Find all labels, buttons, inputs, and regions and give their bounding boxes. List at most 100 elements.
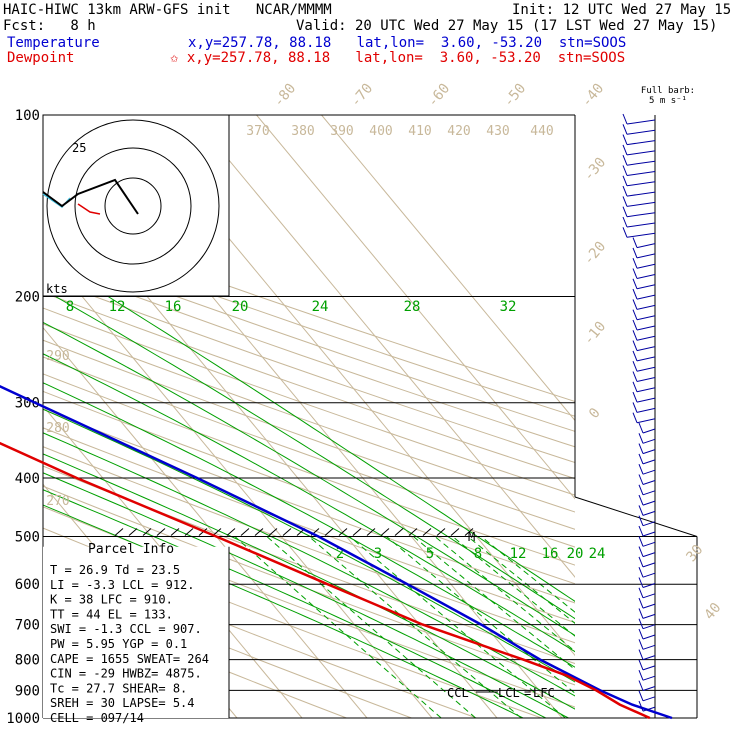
wind-barb-flag — [638, 649, 644, 660]
isotherm-lines — [43, 115, 575, 718]
wind-barb — [642, 665, 656, 671]
hodograph-unit-label: kts — [46, 282, 68, 296]
wind-barb-flag — [638, 505, 644, 516]
wind-barb — [642, 541, 656, 547]
wind-barb-flag — [632, 237, 638, 248]
wind-barb-flag — [622, 134, 628, 145]
wind-barb-flag — [632, 340, 638, 351]
wind-barb — [642, 562, 656, 568]
wind-barb — [636, 315, 656, 321]
temperature-legend-info: x,y=257.78, 88.18 lat,lon= 3.60, -53.20 … — [188, 35, 627, 51]
wind-barb-flag — [622, 206, 628, 217]
wind-barb — [642, 531, 656, 537]
wind-barb-flag — [638, 422, 644, 434]
frame-diagonal — [574, 496, 698, 537]
wind-barb-flag — [632, 258, 638, 269]
wind-barb — [626, 150, 656, 156]
wind-barb-flag — [638, 515, 644, 526]
parcel-row: CAPE = 1655 SWEAT= 264 — [50, 652, 209, 666]
pressure-label: 300 — [15, 396, 40, 412]
wind-barb-flag — [638, 690, 644, 701]
parcel-row: Tc = 27.7 SHEAR= 8. — [50, 681, 187, 695]
moist-adiabat-line — [43, 472, 569, 718]
wind-barb — [636, 335, 656, 341]
pressure-label: 600 — [15, 577, 40, 593]
wind-barb-flag — [632, 361, 638, 372]
theta-label: 400 — [369, 124, 392, 139]
dry-adiabat-line — [43, 339, 575, 530]
wind-barb-flag — [632, 309, 638, 320]
hatch-mark — [450, 528, 460, 536]
isotherm-line — [43, 326, 368, 718]
wind-barb — [636, 356, 656, 362]
pressure-label: 500 — [15, 529, 40, 545]
parcel-row: K = 38 LFC = 910. — [50, 593, 173, 607]
wind-barb-flag — [632, 319, 638, 331]
mixing-ratio-line — [234, 536, 442, 718]
dry-adiabat-line — [43, 408, 575, 604]
wind-barb-flag — [638, 567, 644, 578]
mixing-ratio-label: 28 — [404, 299, 421, 315]
dry-adiabat-line — [43, 307, 575, 496]
pressure-label: 800 — [15, 653, 40, 669]
moist-adiabat-line — [43, 453, 575, 710]
parcel-row: LI = -3.3 LCL = 912. — [50, 578, 195, 592]
parcel-row: PW = 5.95 YGP = 0.1 — [50, 637, 187, 651]
wind-barb-flag — [622, 165, 628, 176]
moist-adiabat-line — [43, 489, 547, 718]
wind-barb-flag — [638, 700, 644, 712]
dewpoint-legend-label: Dewpoint — [7, 50, 75, 66]
wind-barb — [636, 407, 656, 413]
hodograph: 25 kts — [42, 114, 230, 297]
hatch-mark — [324, 528, 334, 536]
wind-barb-flag — [632, 268, 638, 279]
mixing-ratio-label: 24 — [589, 546, 606, 562]
wind-barb-flag — [632, 299, 638, 310]
theta-label: 390 — [330, 124, 353, 139]
parcel-row: TT = 44 EL = 133. — [50, 607, 173, 621]
lcl-lfc-equals: = — [524, 686, 531, 700]
dry-adiabat-line — [43, 219, 575, 403]
dry-adiabat-line — [43, 485, 575, 686]
wind-barb — [642, 521, 656, 527]
hodograph-ring — [104, 177, 162, 235]
hodograph-ring-label: 25 — [72, 141, 86, 155]
wind-barb — [642, 459, 656, 465]
hodograph-mid-trace — [77, 203, 101, 215]
hatch-mark — [156, 528, 166, 536]
moist-adiabat-line — [43, 432, 575, 697]
wind-barb — [642, 686, 656, 691]
isotherm-label: -70 — [348, 81, 377, 111]
pressure-label: 1000 — [6, 711, 40, 727]
dry-adiabat-line — [43, 373, 575, 566]
hodograph-box — [42, 114, 230, 297]
wind-barb-flag — [638, 577, 644, 588]
mixing-ratio-line — [413, 536, 575, 671]
wind-barb — [626, 181, 656, 187]
mixing-ratio-line — [467, 536, 575, 624]
parcel-row: CIN = -29 HWBZ= 4875. — [50, 667, 202, 681]
wind-barb-flag — [638, 546, 644, 557]
mixing-ratio-label: 8 — [474, 546, 482, 562]
lcl-label: LCL — [498, 686, 520, 700]
hatch-mark — [254, 528, 264, 536]
dewpoint-legend-info: ✩ x,y=257.78, 88.18 lat,lon= 3.60, -53.2… — [170, 50, 626, 66]
dewpoint-line — [0, 441, 651, 720]
barb-legend-line1: Full barb: — [640, 86, 696, 96]
wind-barb — [642, 696, 656, 702]
wind-barb-flag — [638, 536, 644, 547]
wind-barb-flag — [622, 124, 628, 135]
wind-barb-flag — [632, 278, 638, 289]
mixing-ratio-line — [386, 536, 575, 694]
wind-barb — [626, 212, 656, 218]
isotherm-label: -20 — [581, 239, 610, 269]
wind-barb-flag — [638, 443, 644, 454]
hatch-mark — [114, 528, 124, 536]
wind-barb-flag — [638, 474, 644, 485]
theta-label: 280 — [46, 421, 69, 436]
isotherm-label: 30 — [683, 542, 706, 565]
isotherm-line — [321, 115, 575, 422]
mixing-ratio-label: 20 — [232, 299, 249, 315]
isotherm-label: -40 — [579, 81, 608, 111]
wind-barb-flag — [632, 350, 638, 362]
